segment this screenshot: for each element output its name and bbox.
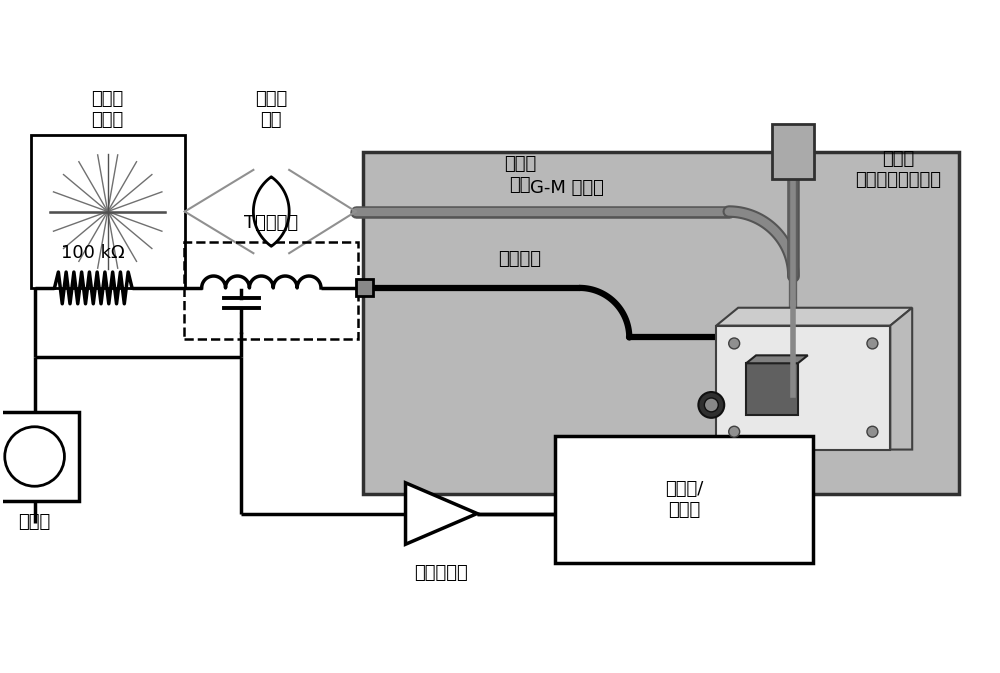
Text: 中红外
真空穿通密封装置: 中红外 真空穿通密封装置 bbox=[855, 150, 941, 189]
Polygon shape bbox=[890, 308, 912, 450]
Circle shape bbox=[729, 338, 740, 349]
Circle shape bbox=[704, 398, 718, 412]
Bar bbox=[184, 242, 358, 339]
Bar bbox=[746, 363, 798, 415]
Circle shape bbox=[867, 338, 878, 349]
Polygon shape bbox=[253, 177, 289, 246]
Bar bbox=[363, 151, 959, 494]
Text: 计数器/
示波器: 计数器/ 示波器 bbox=[665, 481, 703, 519]
Text: 中红外
激光器: 中红外 激光器 bbox=[92, 90, 124, 129]
Text: 中红外
光纤: 中红外 光纤 bbox=[504, 155, 536, 194]
Bar bbox=[31, 135, 185, 289]
Text: 射频放大器: 射频放大器 bbox=[414, 564, 468, 582]
Circle shape bbox=[867, 426, 878, 437]
Polygon shape bbox=[406, 483, 477, 544]
Text: 中红外
透镜: 中红外 透镜 bbox=[255, 90, 287, 129]
Text: T型偏置器: T型偏置器 bbox=[244, 215, 298, 232]
Bar bbox=[772, 125, 814, 179]
Bar bbox=[555, 436, 813, 563]
Circle shape bbox=[5, 427, 64, 487]
Polygon shape bbox=[746, 355, 808, 363]
Polygon shape bbox=[716, 308, 912, 326]
Circle shape bbox=[729, 426, 740, 437]
Bar bbox=[0, 412, 79, 501]
Bar bbox=[356, 279, 373, 296]
Bar bbox=[716, 326, 890, 450]
Text: 同轴电罆: 同轴电罆 bbox=[498, 250, 541, 268]
Circle shape bbox=[698, 392, 724, 418]
Text: 100 kΩ: 100 kΩ bbox=[61, 244, 125, 262]
Text: G-M 制冷机: G-M 制冷机 bbox=[530, 179, 604, 197]
Text: 电压源: 电压源 bbox=[18, 513, 51, 531]
